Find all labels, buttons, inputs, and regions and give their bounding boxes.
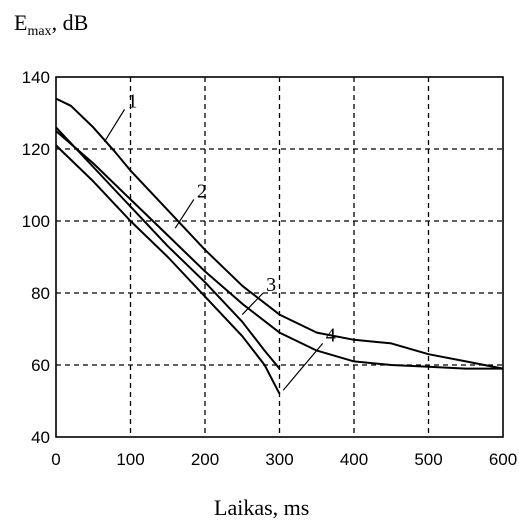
annotation-leader <box>282 343 324 391</box>
series-annotations: 1 2 3 4 <box>103 90 336 391</box>
y-tick-label: 120 <box>22 140 50 159</box>
y-tick-label: 140 <box>22 68 50 87</box>
annotation-leader <box>103 109 126 143</box>
x-axis-title: Laikas, ms <box>214 495 309 520</box>
series-line-4 <box>55 144 281 395</box>
y-axis-title: Emax, dB <box>14 10 88 39</box>
annotation-leader <box>241 292 264 316</box>
x-tick-label: 400 <box>340 450 368 469</box>
x-tick-label: 0 <box>51 450 60 469</box>
y-axis-title-unit: , dB <box>52 10 89 35</box>
y-tick-label: 40 <box>31 428 50 447</box>
tick-labels: 0 100 200 300 400 500 600 40 60 80 100 120 140 <box>22 68 518 469</box>
x-tick-label: 100 <box>116 450 144 469</box>
x-tick-label: 200 <box>191 450 219 469</box>
x-tick-label: 300 <box>265 450 293 469</box>
annotation-label: 1 <box>128 90 138 112</box>
series-line-3 <box>55 126 281 370</box>
plot-frame <box>55 76 504 438</box>
x-tick-label: 500 <box>414 450 442 469</box>
annotation-label: 3 <box>266 274 276 296</box>
annotation-leader <box>174 199 195 229</box>
series-lines <box>55 97 504 395</box>
y-tick-label: 100 <box>22 212 50 231</box>
y-axis-title-subscript: max <box>27 24 51 39</box>
y-tick-label: 80 <box>31 284 50 303</box>
annotation-label: 2 <box>197 180 207 202</box>
series-line-2 <box>55 130 503 370</box>
y-axis-title-main: E <box>14 10 27 35</box>
series-line-1 <box>55 97 504 370</box>
x-tick-label: 600 <box>489 450 517 469</box>
annotation-label: 4 <box>326 324 336 346</box>
y-tick-label: 60 <box>31 356 50 375</box>
grid <box>56 77 503 437</box>
